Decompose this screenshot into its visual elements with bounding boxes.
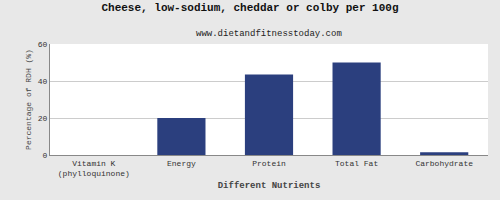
svg-text:20: 20: [38, 114, 48, 123]
svg-text:40: 40: [38, 77, 48, 86]
svg-text:Energy: Energy: [167, 159, 196, 168]
svg-text:0: 0: [43, 151, 48, 160]
svg-text:Protein: Protein: [252, 159, 286, 168]
svg-text:www.dietandfitnesstoday.com: www.dietandfitnesstoday.com: [196, 29, 342, 39]
svg-text:Different Nutrients: Different Nutrients: [218, 181, 321, 191]
svg-text:60: 60: [38, 40, 48, 49]
svg-text:Vitamin K(phylloquinone): Vitamin K(phylloquinone): [58, 159, 130, 178]
svg-text:Cheese, low-sodium, cheddar or: Cheese, low-sodium, cheddar or colby per…: [101, 2, 398, 14]
svg-text:Total Fat: Total Fat: [335, 159, 378, 168]
svg-text:Percentage of RDH (%): Percentage of RDH (%): [24, 49, 33, 150]
svg-text:Carbohydrate: Carbohydrate: [415, 159, 473, 168]
